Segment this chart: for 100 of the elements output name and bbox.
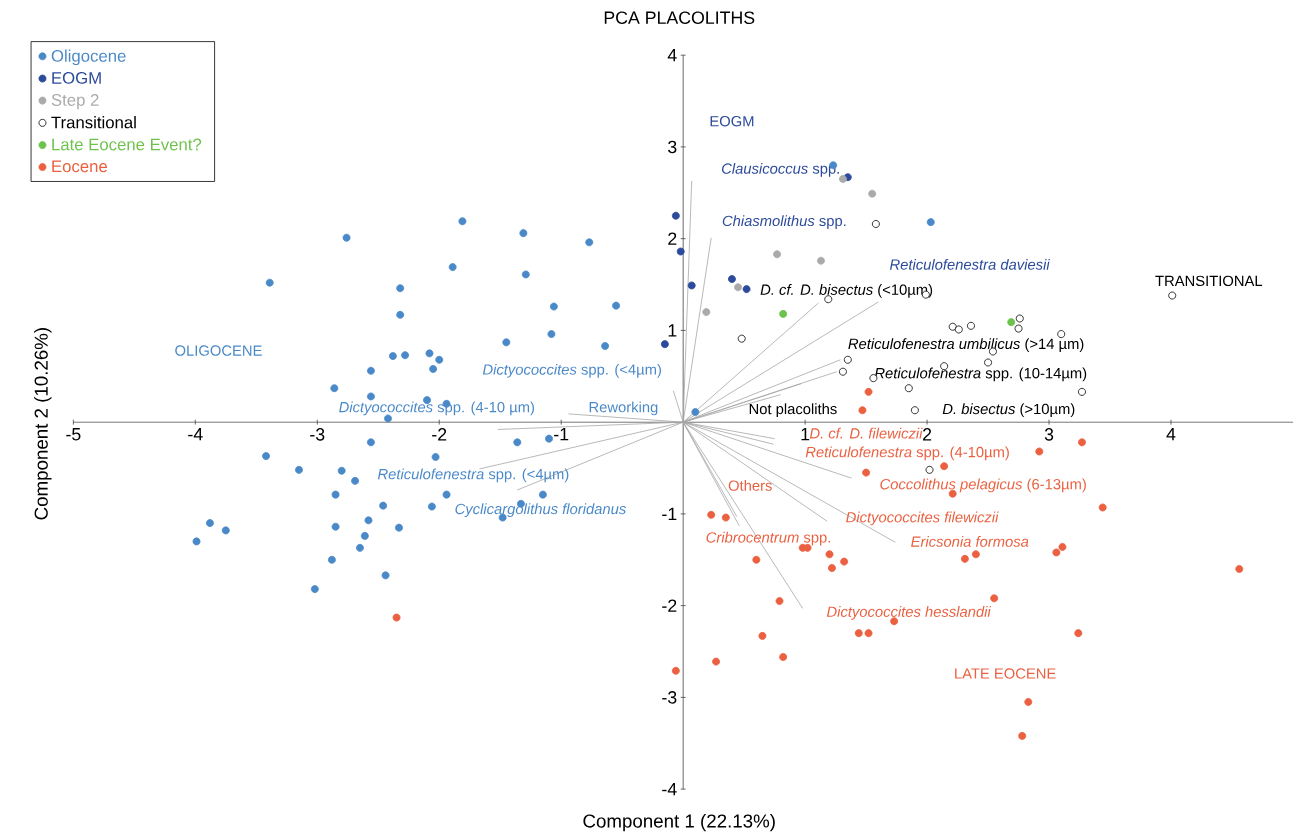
point <box>737 334 746 343</box>
point <box>366 366 375 375</box>
point <box>1098 503 1107 512</box>
point <box>752 555 761 564</box>
legend-label: Transitional <box>51 115 136 129</box>
annotation: Reticulofenestra spp. (10-14µm) <box>874 367 1087 382</box>
point <box>671 666 680 675</box>
point <box>327 555 336 564</box>
point <box>331 490 340 499</box>
point <box>838 174 847 183</box>
x-axis-title: Component 1 (22.13%) <box>583 813 775 832</box>
point <box>366 392 375 401</box>
point <box>660 340 669 348</box>
point <box>388 351 397 360</box>
annotation: Reticulofenestra spp. (4-10µm) <box>805 446 1009 461</box>
point <box>448 262 457 271</box>
chart-title: PCA PLACOLITHS <box>604 11 755 24</box>
point <box>707 510 716 519</box>
point <box>366 438 375 447</box>
y-tick-label: -3 <box>662 690 677 704</box>
legend-label: Eocene <box>52 160 108 173</box>
y-tick-label: 3 <box>668 140 677 153</box>
annotation: D. cf. D. bisectus (<10µm) <box>760 283 933 298</box>
point <box>330 384 339 392</box>
point <box>904 384 913 392</box>
point <box>458 217 467 225</box>
point <box>775 596 784 605</box>
point <box>840 557 849 566</box>
point <box>442 490 451 499</box>
annotation: Chiasmolithus spp. <box>722 215 846 229</box>
point <box>1057 329 1066 338</box>
point <box>265 278 274 287</box>
point <box>429 364 438 373</box>
point <box>727 274 736 283</box>
point <box>612 301 621 310</box>
y-axis-title: Component 2 (10.26%) <box>34 327 52 520</box>
point <box>779 652 788 661</box>
point <box>828 563 836 572</box>
x-tick-label: 1 <box>801 427 810 441</box>
point <box>395 523 403 532</box>
point <box>221 526 230 535</box>
annotation: Reticulofenestra umbilicus (>14 µm) <box>848 338 1084 352</box>
annotation: Reticulofenestra daviesii <box>889 258 1050 270</box>
y-tick-label: -1 <box>662 507 677 520</box>
point <box>871 219 880 228</box>
point <box>206 518 214 527</box>
annotation: Cyclicargolithus floridanus <box>455 503 626 517</box>
point <box>984 358 992 367</box>
point <box>351 476 360 485</box>
point <box>864 629 873 637</box>
point <box>513 438 522 447</box>
point <box>310 584 319 593</box>
point <box>519 229 528 237</box>
point <box>691 407 700 416</box>
point <box>960 554 969 563</box>
annotation: TRANSITIONAL <box>1155 275 1263 286</box>
annotation: D. cf. D. filewiczii <box>809 427 923 439</box>
point <box>948 322 957 331</box>
legend-label: Oligocene <box>51 49 126 65</box>
point <box>435 355 444 364</box>
y-tick-label: 2 <box>668 232 677 245</box>
legend-label: EOGM <box>52 71 101 84</box>
point <box>1235 564 1244 573</box>
point <box>910 406 919 414</box>
point <box>360 531 369 540</box>
point <box>364 516 373 525</box>
point <box>547 329 556 338</box>
annotation: Dictyococcites spp. (<4µm) <box>482 363 661 378</box>
point <box>862 468 871 477</box>
point <box>671 211 680 220</box>
y-tick-label: 4 <box>667 48 677 62</box>
y-tick-label: -2 <box>662 599 677 612</box>
x-tick-label: 2 <box>923 427 932 441</box>
point <box>538 490 547 499</box>
point <box>926 218 935 226</box>
point <box>825 550 834 559</box>
point <box>940 462 949 470</box>
annotation: D. bisectus (>10µm) <box>942 403 1075 417</box>
point <box>676 247 685 256</box>
point <box>854 629 863 637</box>
point <box>948 489 957 498</box>
annotation: Ericsonia formosa <box>911 535 1029 547</box>
point <box>758 631 767 640</box>
point <box>521 270 530 279</box>
point <box>1078 387 1086 396</box>
x-tick-label: -2 <box>432 427 447 441</box>
point <box>817 256 825 265</box>
point <box>431 452 440 461</box>
point <box>712 657 721 666</box>
point <box>425 349 434 358</box>
point <box>337 466 346 475</box>
annotation: Reticulofenestra spp. (<4µm) <box>377 468 569 483</box>
point <box>779 309 788 318</box>
annotation: Not placoliths <box>749 403 837 417</box>
legend-label: Late Eocene Event? <box>52 138 202 151</box>
point <box>1074 629 1083 637</box>
point <box>331 522 340 531</box>
point <box>1035 447 1044 456</box>
x-tick-label: -1 <box>554 427 569 441</box>
annotation: OLIGOCENE <box>175 345 262 356</box>
